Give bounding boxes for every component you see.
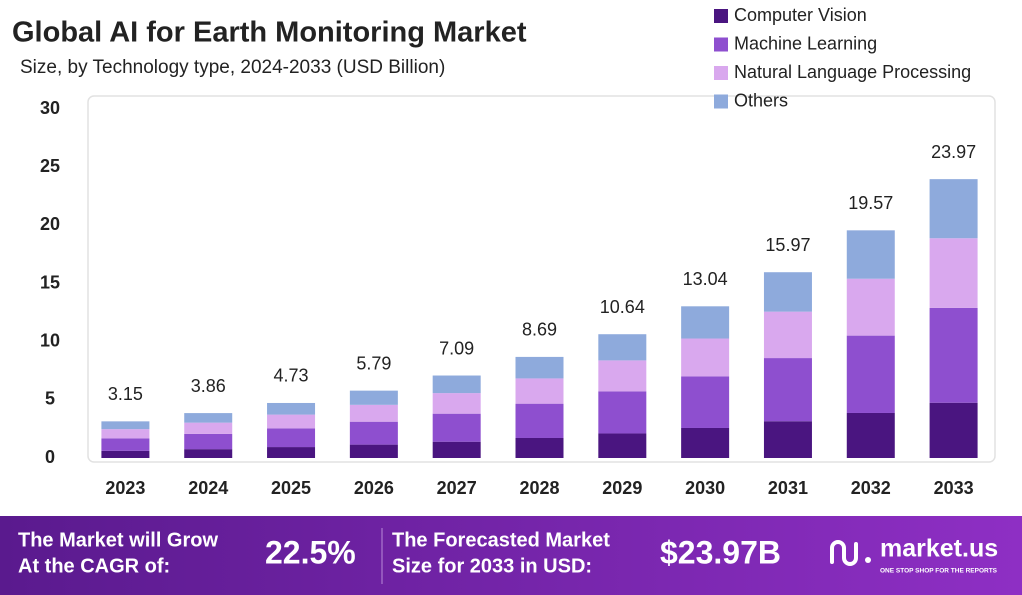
x-tick-label: 2030 [685,478,725,498]
total-label: 8.69 [522,320,557,340]
total-label: 10.64 [600,297,645,317]
legend-label: Machine Learning [734,33,877,53]
bar-segment [101,438,150,451]
total-label: 3.86 [191,376,226,396]
bar-segment [349,444,398,458]
bar-segment [929,307,978,403]
x-tick-label: 2028 [519,478,559,498]
footer-text: The Forecasted Market [392,529,610,551]
bar-segment [101,421,150,430]
x-tick-label: 2031 [768,478,808,498]
bar-segment [515,356,564,379]
bar-segment [515,403,564,438]
footer-banner [0,516,1022,595]
bar-segment [184,449,233,458]
bar-segment [929,179,978,239]
bar-segment [598,433,647,458]
x-tick-label: 2033 [934,478,974,498]
x-tick-label: 2027 [437,478,477,498]
bar-segment [432,375,481,394]
bar-segment [349,390,398,405]
legend-label: Computer Vision [734,5,867,25]
y-tick-label: 20 [40,214,60,234]
bar-segment [681,306,730,339]
brand-name: market.us [880,535,998,563]
legend: Computer Vision Machine Learning Natural L… [714,5,971,110]
bar-segment [846,335,895,413]
x-tick-label: 2029 [602,478,642,498]
x-tick-label: 2023 [105,478,145,498]
bar-segment [515,437,564,458]
brand-logo [830,540,871,566]
legend-swatch [714,66,728,80]
y-tick-label: 0 [45,447,55,467]
bar-segment [681,427,730,458]
bar-segment [763,358,812,422]
footer-text: At the CAGR of: [18,555,170,577]
bar-segment [184,413,233,423]
total-label: 19.57 [848,193,893,213]
x-tick-label: 2024 [188,478,228,498]
footer-text: Size for 2033 in USD: [392,555,592,577]
bar-segment [681,338,730,377]
bar-segment [681,376,730,428]
footer-forecast: $23.97B [660,534,781,570]
bar-segment [349,404,398,422]
chart-subtitle: Size, by Technology type, 2024-2033 (USD… [20,57,445,78]
x-tick-label: 2032 [851,478,891,498]
legend-swatch [714,9,728,23]
y-tick-label: 30 [40,98,60,118]
bar-segment [846,278,895,336]
bar-segment [432,441,481,458]
y-tick-label: 15 [40,272,60,292]
total-label: 5.79 [356,353,391,373]
total-label: 15.97 [765,235,810,255]
bar-segment [763,421,812,458]
footer-text: The Market will Grow [18,529,218,551]
total-label: 3.15 [108,384,143,404]
bar-segment [846,412,895,458]
legend-swatch [714,37,728,52]
legend-label: Others [734,90,788,110]
total-label: 7.09 [439,338,474,358]
y-tick-label: 25 [40,156,60,176]
bar-segment [101,450,150,458]
total-label: 13.04 [683,269,728,289]
total-label: 4.73 [274,366,309,386]
bar-segment [929,402,978,458]
bar-segment [432,393,481,414]
x-tick-label: 2026 [354,478,394,498]
y-tick-label: 5 [45,389,55,409]
x-tick-label: 2025 [271,478,311,498]
legend-label: Natural Language Processing [734,62,971,82]
total-label: 23.97 [931,142,976,162]
bar-segment [184,422,233,434]
brand-tagline: ONE STOP SHOP FOR THE REPORTS [880,568,998,575]
bar-segment [763,272,812,312]
legend-swatch [714,94,728,109]
bar-segment [846,230,895,279]
bar-segment [184,433,233,450]
chart-title: Global AI for Earth Monitoring Market [12,17,527,49]
bar-segment [598,360,647,392]
bar-segment [432,413,481,442]
bar-segment [763,311,812,359]
bar-segment [267,447,316,458]
footer-cagr: 22.5% [265,534,356,570]
plot-frame [87,95,996,463]
bar-segment [929,238,978,308]
bar-segment [349,421,398,445]
bar-segment [101,429,150,439]
bar-segment [598,391,647,434]
y-tick-label: 10 [40,330,60,350]
bar-segment [267,402,316,415]
bar-segment [598,334,647,361]
bar-segment [515,378,564,404]
bar-segment [267,414,316,429]
bar-segment [267,428,316,448]
